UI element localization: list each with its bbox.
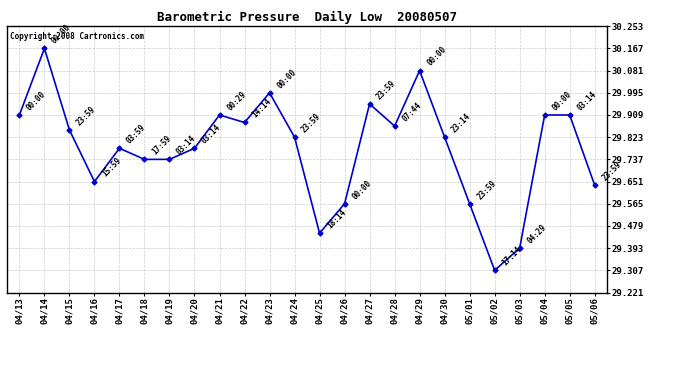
Text: 03:59: 03:59 — [125, 123, 148, 146]
Text: 00:00: 00:00 — [550, 90, 573, 112]
Text: 23:59: 23:59 — [600, 160, 623, 182]
Text: 00:00: 00:00 — [50, 23, 72, 46]
Title: Barometric Pressure  Daily Low  20080507: Barometric Pressure Daily Low 20080507 — [157, 10, 457, 24]
Text: 00:00: 00:00 — [425, 45, 448, 68]
Text: 23:59: 23:59 — [75, 105, 98, 127]
Text: Copyright 2008 Cartronics.com: Copyright 2008 Cartronics.com — [10, 32, 144, 40]
Text: 04:29: 04:29 — [525, 223, 548, 245]
Text: 23:59: 23:59 — [375, 78, 398, 101]
Text: 23:59: 23:59 — [300, 112, 323, 134]
Text: 15:59: 15:59 — [100, 156, 123, 179]
Text: 00:00: 00:00 — [350, 178, 373, 201]
Text: 18:14: 18:14 — [325, 208, 348, 230]
Text: 17:14: 17:14 — [500, 245, 523, 267]
Text: 00:00: 00:00 — [25, 90, 48, 112]
Text: 03:14: 03:14 — [575, 90, 598, 112]
Text: 03:14: 03:14 — [175, 134, 198, 157]
Text: 17:59: 17:59 — [150, 134, 172, 157]
Text: 00:00: 00:00 — [275, 68, 298, 90]
Text: 23:14: 23:14 — [450, 112, 473, 134]
Text: 23:59: 23:59 — [475, 178, 498, 201]
Text: 03:14: 03:14 — [200, 123, 223, 146]
Text: 14:14: 14:14 — [250, 97, 273, 120]
Text: 07:44: 07:44 — [400, 100, 423, 123]
Text: 00:29: 00:29 — [225, 90, 248, 112]
